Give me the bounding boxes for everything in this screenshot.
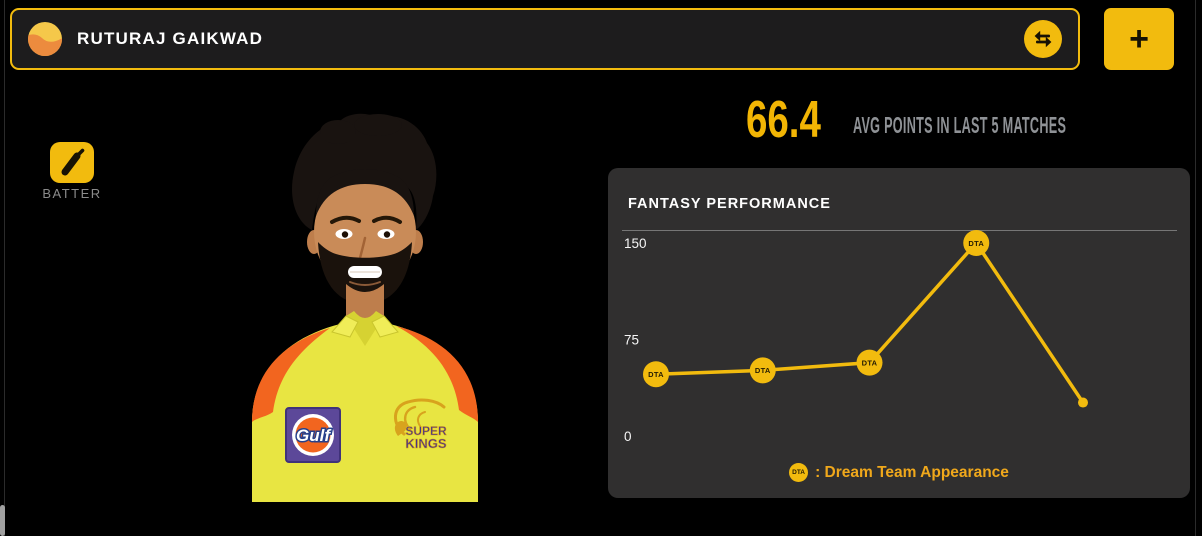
fantasy-performance-panel: FANTASY PERFORMANCE 150 75 0 DTA DTA DTA DTA D… — [608, 168, 1190, 498]
chart-title: FANTASY PERFORMANCE — [628, 196, 831, 212]
swap-player-button[interactable] — [1024, 20, 1062, 58]
avg-points-stat: 66.4 AVG POINTS IN LAST 5 MATCHES — [746, 91, 1202, 149]
dta-marker-label: DTA — [862, 358, 878, 367]
performance-line-chart: 150 75 0 DTA DTA DTA DTA — [624, 230, 1088, 444]
dta-legend-marker: DTA — [789, 463, 809, 482]
dta-marker — [749, 357, 776, 384]
dta-legend-text: : Dream Team Appearance — [815, 463, 1009, 481]
role-label: BATTER — [42, 186, 102, 201]
swap-arrows-icon — [1032, 28, 1054, 50]
avg-points-label: AVG POINTS IN LAST 5 MATCHES — [853, 112, 1067, 139]
panel-divider — [622, 230, 1177, 231]
y-axis-tick: 150 — [624, 236, 647, 251]
player-photo: Gulf SUPER KINGS — [252, 113, 478, 502]
cricket-bat-icon — [55, 147, 89, 179]
svg-text:KINGS: KINGS — [405, 436, 447, 451]
player-header-bar: RUTURAJ GAIKWAD — [10, 8, 1080, 70]
dta-marker — [963, 230, 990, 256]
data-point — [1078, 397, 1088, 408]
dta-marker — [643, 361, 669, 388]
dta-marker-label: DTA — [968, 239, 984, 248]
svg-text:Gulf: Gulf — [296, 426, 332, 445]
y-axis-tick: 0 — [624, 429, 632, 444]
y-axis-tick: 75 — [624, 333, 639, 348]
dta-marker — [856, 349, 883, 376]
chart-legend: DTA : Dream Team Appearance — [608, 463, 1190, 482]
gulf-logo: Gulf — [285, 407, 341, 463]
svg-text:SUPER: SUPER — [405, 424, 447, 438]
dta-marker-label: DTA — [648, 370, 664, 379]
avg-points-value: 66.4 — [746, 91, 821, 149]
add-player-button[interactable]: + — [1104, 8, 1174, 70]
left-scrollbar-track — [4, 0, 5, 536]
scrollbar-thumb[interactable] — [0, 505, 5, 536]
player-name: RUTURAJ GAIKWAD — [77, 29, 264, 48]
performance-line — [654, 240, 1085, 405]
csk-logo: SUPER KINGS — [394, 398, 447, 451]
batter-role-badge — [50, 142, 94, 183]
dta-marker-label: DTA — [755, 366, 771, 375]
player-avatar-icon — [28, 22, 62, 56]
right-edge-divider — [1195, 0, 1196, 536]
